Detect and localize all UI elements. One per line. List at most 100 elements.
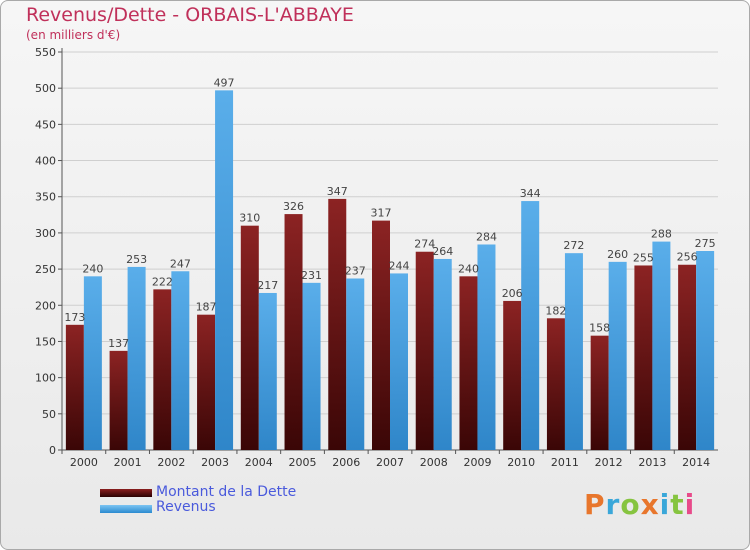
data-labels: 173 240 137 253 222 247 187 497 310 217 326 231 347 2… bbox=[64, 76, 715, 350]
bar-revenus bbox=[171, 271, 190, 450]
data-label-revenus: 264 bbox=[432, 245, 453, 258]
data-label-dette: 274 bbox=[414, 238, 435, 251]
data-label-dette: 326 bbox=[283, 200, 304, 213]
data-label-dette: 158 bbox=[589, 322, 610, 335]
y-tick-label: 500 bbox=[35, 82, 56, 95]
y-tick-label: 50 bbox=[42, 408, 56, 421]
bar-dette bbox=[109, 350, 128, 450]
x-tick-label: 2011 bbox=[551, 456, 579, 469]
data-label-dette: 187 bbox=[196, 301, 217, 314]
bar-dette bbox=[634, 265, 653, 450]
data-label-dette: 206 bbox=[502, 287, 523, 300]
bar-revenus bbox=[433, 258, 452, 450]
x-tick-label: 2013 bbox=[638, 456, 666, 469]
bar-revenus bbox=[127, 266, 146, 450]
x-tick-label: 2001 bbox=[114, 456, 142, 469]
bar-dette bbox=[197, 314, 216, 450]
data-label-revenus: 247 bbox=[170, 257, 191, 270]
y-tick-label: 350 bbox=[35, 191, 56, 204]
data-label-revenus: 497 bbox=[214, 76, 235, 89]
x-tick-label: 2003 bbox=[201, 456, 229, 469]
data-label-dette: 137 bbox=[108, 337, 129, 350]
bar-dette bbox=[415, 251, 434, 450]
data-label-revenus: 231 bbox=[301, 269, 322, 282]
bar-dette bbox=[328, 198, 347, 450]
data-label-revenus: 217 bbox=[257, 279, 278, 292]
bar-dette bbox=[65, 324, 84, 450]
bar-revenus bbox=[652, 241, 671, 450]
chart-title: Revenus/Dette - ORBAIS-L'ABBAYE bbox=[26, 4, 354, 26]
data-label-dette: 222 bbox=[152, 275, 173, 288]
y-tick-label: 0 bbox=[49, 444, 56, 457]
legend-label-debt: Montant de la Dette bbox=[156, 484, 297, 500]
data-label-revenus: 288 bbox=[651, 228, 672, 241]
bar-revenus bbox=[390, 273, 408, 450]
data-label-revenus: 275 bbox=[695, 237, 716, 250]
bar-revenus bbox=[564, 253, 583, 450]
y-tick-label: 150 bbox=[35, 335, 56, 348]
x-tick-label: 2014 bbox=[682, 456, 710, 469]
bar-dette bbox=[372, 220, 390, 450]
data-label-dette: 310 bbox=[239, 212, 260, 225]
y-tick-label: 100 bbox=[35, 372, 56, 385]
bar-dette bbox=[590, 335, 609, 450]
bar-dette bbox=[284, 214, 303, 450]
data-label-dette: 240 bbox=[458, 262, 479, 275]
data-label-revenus: 240 bbox=[82, 262, 103, 275]
x-tick-label: 2002 bbox=[157, 456, 185, 469]
y-tick-label: 200 bbox=[35, 299, 56, 312]
logo-letter: o bbox=[620, 488, 641, 521]
proxiti-logo: Proxiti bbox=[584, 488, 695, 521]
data-label-dette: 347 bbox=[327, 185, 348, 198]
bar-revenus bbox=[521, 201, 540, 450]
chart-subtitle: (en milliers d'€) bbox=[26, 28, 121, 42]
y-tick-label: 400 bbox=[35, 155, 56, 168]
bar-dette bbox=[153, 289, 172, 450]
bars bbox=[65, 90, 715, 451]
data-label-revenus: 284 bbox=[476, 230, 497, 243]
logo-letter: t bbox=[670, 488, 685, 521]
bar-revenus bbox=[346, 278, 365, 450]
bar-dette bbox=[503, 300, 522, 450]
x-tick-label: 2012 bbox=[595, 456, 623, 469]
logo-letter: x bbox=[640, 488, 660, 521]
x-tick-label: 2009 bbox=[463, 456, 491, 469]
bar-dette bbox=[459, 276, 478, 450]
data-label-revenus: 260 bbox=[607, 248, 628, 261]
bar-revenus bbox=[696, 251, 715, 450]
y-tick-label: 250 bbox=[35, 263, 56, 276]
logo-letter: r bbox=[605, 488, 621, 521]
data-label-dette: 255 bbox=[633, 251, 654, 264]
legend-swatch-debt bbox=[100, 489, 152, 497]
data-label-dette: 317 bbox=[371, 207, 392, 220]
x-tick-label: 2008 bbox=[420, 456, 448, 469]
data-label-revenus: 253 bbox=[126, 253, 147, 266]
bar-dette bbox=[240, 225, 259, 450]
bar-revenus bbox=[258, 292, 277, 450]
x-tick-label: 2010 bbox=[507, 456, 535, 469]
bar-revenus bbox=[608, 261, 627, 450]
data-label-dette: 182 bbox=[545, 304, 566, 317]
data-label-revenus: 344 bbox=[520, 187, 541, 200]
y-tick-label: 550 bbox=[35, 46, 56, 59]
axes: 0 50 100 150 200 250 300 350 400 450 500 550 2000 200… bbox=[35, 46, 718, 469]
data-label-revenus: 237 bbox=[345, 264, 366, 277]
logo-letter: P bbox=[584, 488, 606, 521]
legend-swatch-revenus bbox=[100, 505, 152, 513]
bar-revenus bbox=[215, 90, 234, 451]
y-tick-label: 450 bbox=[35, 118, 56, 131]
bar-revenus bbox=[302, 282, 321, 450]
x-tick-label: 2000 bbox=[70, 456, 98, 469]
bar-dette bbox=[678, 264, 697, 450]
x-tick-label: 2006 bbox=[332, 456, 360, 469]
data-label-revenus: 272 bbox=[563, 239, 584, 252]
y-tick-label: 300 bbox=[35, 227, 56, 240]
data-label-dette: 173 bbox=[64, 311, 85, 324]
data-label-revenus: 244 bbox=[389, 259, 410, 272]
legend-label-revenus: Revenus bbox=[156, 499, 216, 515]
logo-letter: i bbox=[659, 488, 671, 521]
data-label-dette: 256 bbox=[677, 251, 698, 264]
x-tick-label: 2007 bbox=[376, 456, 404, 469]
bar-revenus bbox=[83, 276, 102, 450]
